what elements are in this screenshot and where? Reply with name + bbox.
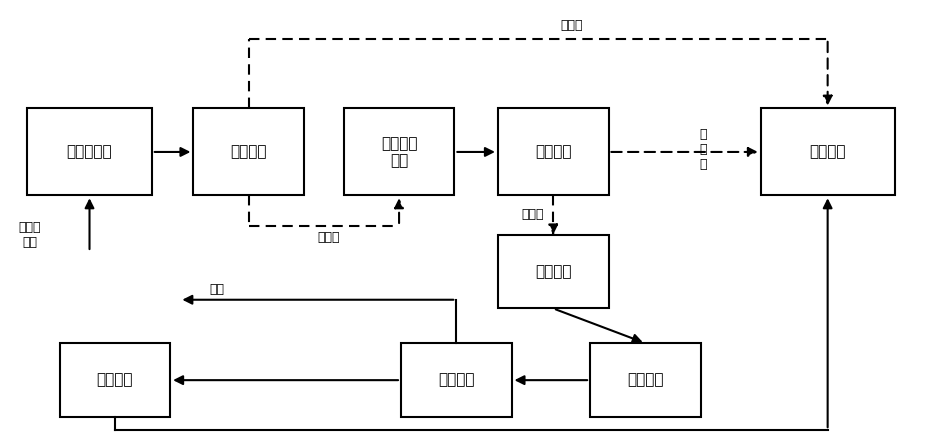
Bar	[590, 343, 701, 417]
Bar	[498, 234, 609, 308]
Text: 絮凝单元: 絮凝单元	[627, 373, 664, 388]
Text: 有机氯
废水: 有机氯 废水	[19, 221, 41, 249]
Bar	[27, 109, 152, 195]
Text: 氧化单元: 氧化单元	[535, 264, 572, 279]
Bar	[401, 343, 512, 417]
Text: 二次超滤: 二次超滤	[535, 144, 572, 159]
Text: 焚烧单元: 焚烧单元	[97, 373, 133, 388]
Text: 一次超滤: 一次超滤	[231, 144, 267, 159]
Bar	[60, 343, 170, 417]
Text: 铁碳脱氯
单元: 铁碳脱氯 单元	[381, 136, 417, 168]
Text: 电脱氯单元: 电脱氯单元	[67, 144, 113, 159]
Bar	[761, 109, 895, 195]
Bar	[498, 109, 609, 195]
Text: 透过液: 透过液	[560, 19, 583, 32]
Text: 浓缩液: 浓缩液	[521, 209, 544, 222]
Bar	[194, 109, 304, 195]
Text: 外排: 外排	[209, 283, 223, 296]
Bar	[344, 109, 454, 195]
Text: 吸附单元: 吸附单元	[438, 373, 475, 388]
Text: 透
过
液: 透 过 液	[699, 128, 707, 171]
Text: 结晶单元: 结晶单元	[809, 144, 846, 159]
Text: 浓缩液: 浓缩液	[317, 231, 340, 244]
